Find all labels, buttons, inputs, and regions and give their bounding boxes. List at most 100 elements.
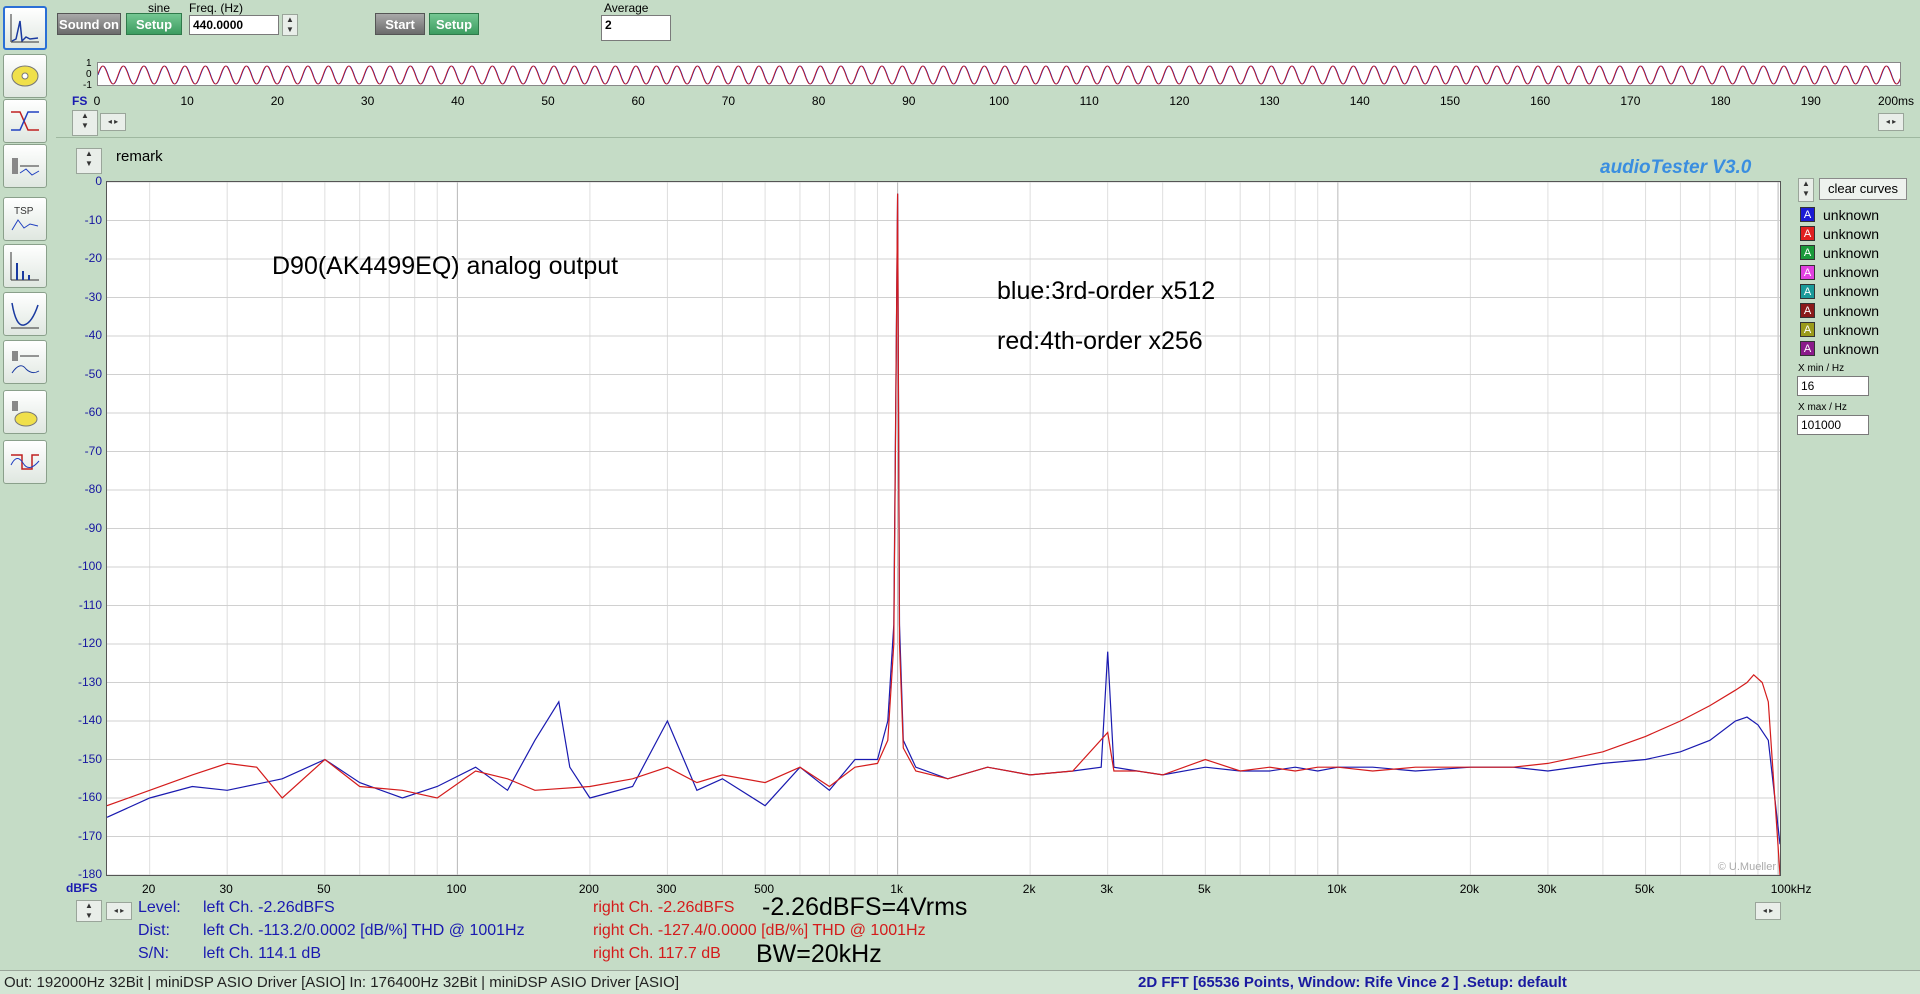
time-tick-label: 20 [270,94,285,108]
y-tick-label: -10 [84,212,102,227]
curve-color-chip[interactable]: A [1800,226,1815,242]
x-tick-label: 50k [1634,882,1655,896]
remark-stepper[interactable]: ▲ ▼ [76,148,102,174]
y-tick-label: -80 [84,482,102,496]
freq-input[interactable]: 440.0000 [189,15,279,35]
right-level-value: right Ch. -2.26dBFS [593,899,735,916]
curve-label: unknown [1823,244,1880,261]
curve-color-chip[interactable]: A [1800,207,1815,222]
analyzer-setup-button[interactable]: Setup [429,13,479,35]
x-tick-label: 1k [890,882,903,896]
x-tick-label: 50 [317,882,331,896]
y-tick-label: -150 [77,751,102,766]
generator-setup-button[interactable]: Setup [126,13,182,35]
y-tick-label: -160 [77,790,102,804]
time-tick-label: 100 [988,94,1010,108]
time-tick-label: 130 [1259,94,1280,108]
x-tick-label: 300 [656,882,677,896]
sn-label: S/N: [138,945,170,962]
x-tick-label: 20k [1459,882,1480,896]
y-tick-label: -130 [77,674,102,689]
time-tick-label: 80 [811,94,826,108]
curve-label: unknown [1823,302,1880,319]
time-tick-label: 10 [180,94,194,108]
xmin-label: X min / Hz [1798,363,1845,374]
y-scale-stepper[interactable]: ▲ ▼ [76,900,102,922]
curve-color-chip[interactable]: A [1800,264,1815,280]
impedance-icon[interactable] [3,292,47,336]
scope-scroll-buttons[interactable]: ◂ ▸ [100,113,126,131]
io-status: Out: 192000Hz 32Bit | miniDSP ASIO Drive… [4,974,680,991]
right-dist-value: right Ch. -127.4/0.0000 [dB/%] THD @ 100… [593,922,926,939]
time-axis-end: 200ms [1878,94,1915,108]
x-scroll-buttons[interactable]: ◂ ▸ [106,902,132,920]
freq-label: Freq. (Hz) [189,1,243,15]
tsp-icon[interactable]: TSP [3,197,47,241]
left-level-value: left Ch. -2.26dBFS [203,899,335,916]
curve-color-chip[interactable]: A [1800,303,1815,318]
curve-color-chip[interactable]: A [1800,322,1815,338]
x-tick-label: 20 [141,882,156,896]
level-note: -2.26dBFS=4Vrms [762,893,968,921]
x-scroll-right[interactable]: ◂ ▸ [1755,902,1781,920]
freq-stepper[interactable]: ▲ ▼ [282,14,298,36]
y-tick-label: -120 [77,636,102,650]
square-wave-icon[interactable] [3,440,47,484]
y-tick-label: -60 [84,405,102,419]
scope-scroll-right[interactable]: ◂ ▸ [1878,113,1904,131]
y-tick-label: -100 [77,559,102,573]
scope-y-bottom: -1 [83,80,92,91]
xmin-input[interactable]: 16 [1797,376,1869,396]
curve-color-chip[interactable]: A [1800,283,1815,299]
plot-annotation-red: red:4th-order x256 [997,327,1203,355]
y-tick-label: -180 [77,867,102,881]
curve-label: unknown [1823,340,1880,357]
level-label: Level: [138,899,181,916]
curve-list-stepper[interactable]: ▲ ▼ [1798,178,1814,202]
meter-icon[interactable] [3,144,47,188]
plot-annotation-blue: blue:3rd-order x512 [997,277,1216,305]
y-tick-label: -70 [84,443,102,458]
x-tick-label: 5k [1197,882,1211,896]
start-button[interactable]: Start [375,13,425,35]
time-tick-label: 40 [451,94,465,108]
average-input[interactable]: 2 [601,15,671,41]
level-meter-icon[interactable] [3,340,47,384]
curve-label: unknown [1823,264,1880,281]
right-channel-spectrum [106,193,1781,876]
time-tick-label: 110 [1079,94,1099,108]
curve-color-chip[interactable]: A [1800,245,1815,261]
bar-spectrum-icon[interactable] [3,244,47,288]
curve-color-chip[interactable]: A [1800,341,1815,357]
spectrum-icon[interactable] [3,6,47,50]
x-tick-label: 30 [219,882,233,896]
speaker-icon[interactable] [3,390,47,434]
curve-label: unknown [1823,206,1880,223]
app-title: audioTester V3.0 [1600,157,1752,178]
fft-plot-area[interactable]: D90(AK4499EQ) analog output blue:3rd-ord… [106,181,1781,876]
filter-response-icon[interactable] [3,99,47,143]
xmax-input[interactable]: 101000 [1797,415,1869,435]
clear-curves-button[interactable]: clear curves [1819,178,1907,200]
time-tick-label: 180 [1710,94,1731,108]
y-tick-label: -140 [77,713,102,727]
time-tick-label: 60 [631,94,645,108]
remark-label: remark [116,148,163,165]
time-tick-label: 70 [721,94,736,108]
cd-icon[interactable] [3,54,47,98]
sound-on-button[interactable]: Sound on [57,13,121,35]
time-tick-label: 190 [1800,94,1821,108]
scope-scale-stepper[interactable]: ▲ ▼ [72,110,98,136]
time-tick-label: 90 [902,94,916,108]
plot-annotation-title: D90(AK4499EQ) analog output [272,252,619,280]
left-sn-value: left Ch. 114.1 dB [203,945,321,962]
left-toolbar: TSP [0,0,50,993]
